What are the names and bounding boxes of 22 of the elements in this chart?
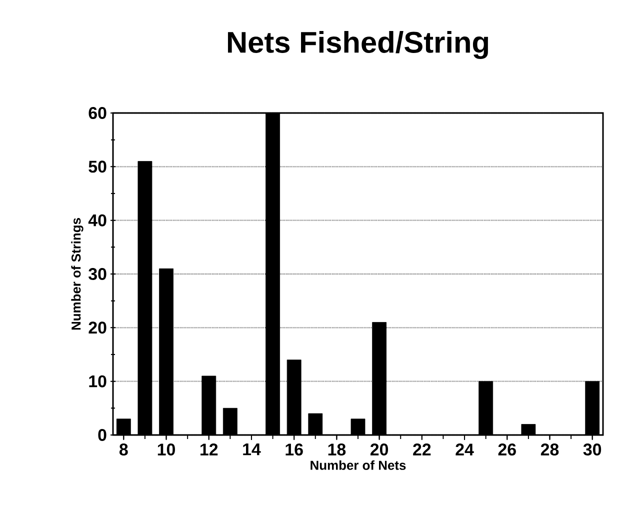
x-tick-label: 28 bbox=[540, 444, 559, 456]
y-tick-label: 40 bbox=[88, 214, 106, 226]
y-tick-label: 30 bbox=[88, 268, 106, 280]
x-tick-label: 26 bbox=[498, 444, 516, 456]
y-tick-label: 50 bbox=[88, 160, 106, 173]
x-tick-label: 16 bbox=[286, 444, 303, 456]
chart-title: Nets Fished/String bbox=[228, 31, 488, 59]
x-tick-label: 8 bbox=[119, 444, 128, 456]
x-tick-label: 18 bbox=[328, 444, 346, 456]
y-axis-title: Number of Strings bbox=[71, 218, 84, 330]
x-tick-label: 30 bbox=[583, 444, 602, 456]
x-axis-title: Number of Nets bbox=[310, 460, 406, 470]
x-tick-label: 14 bbox=[243, 444, 261, 456]
x-tick-label: 24 bbox=[456, 444, 474, 456]
y-tick-label: 60 bbox=[88, 107, 106, 120]
y-tick-label: 0 bbox=[98, 429, 106, 441]
x-tick-label: 22 bbox=[413, 444, 431, 456]
x-tick-label: 12 bbox=[200, 444, 218, 456]
x-tick-label: 10 bbox=[158, 444, 175, 456]
x-tick-label: 20 bbox=[370, 444, 388, 456]
y-tick-label: 10 bbox=[89, 375, 106, 388]
y-tick-label: 20 bbox=[88, 322, 106, 334]
